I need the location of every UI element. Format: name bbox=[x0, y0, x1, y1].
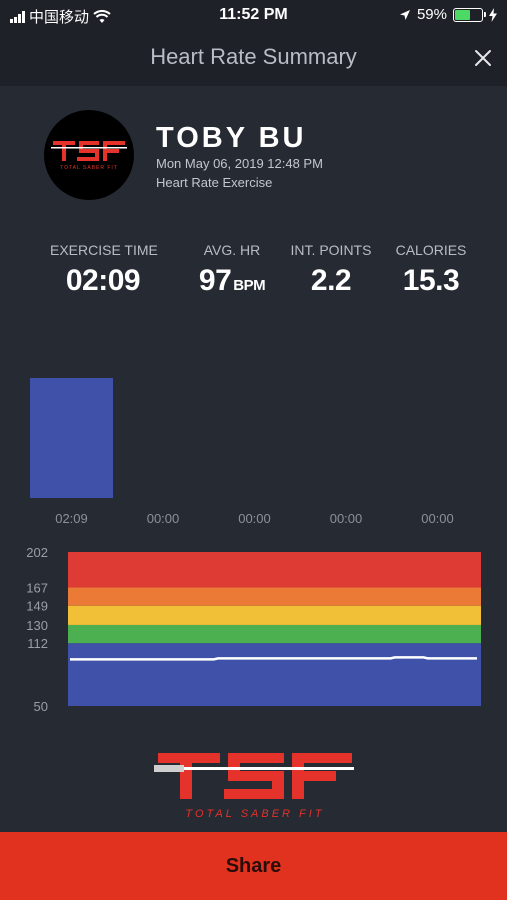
wifi-icon bbox=[93, 9, 111, 23]
signal-icon bbox=[10, 10, 25, 23]
hr-zone-band bbox=[68, 605, 481, 625]
stat-label: CALORIES bbox=[395, 242, 467, 258]
battery-percent: 59% bbox=[416, 6, 447, 23]
carrier-label: 中国移动 bbox=[29, 9, 90, 26]
hr-zone-band bbox=[68, 624, 481, 644]
y-tick-label: 202 bbox=[26, 545, 48, 560]
page-title: Heart Rate Summary bbox=[150, 44, 357, 69]
bar-category-label: 00:00 bbox=[330, 511, 363, 526]
stat-int-points: INT. POINTS 2.2 bbox=[289, 242, 373, 298]
exercise-date: Mon May 06, 2019 12:48 PM bbox=[156, 156, 323, 171]
heart-rate-zone-chart: 202 167 149 130 112 50 bbox=[26, 545, 481, 714]
location-arrow-icon bbox=[399, 9, 410, 20]
avatar: TOTAL SABER FIT bbox=[44, 110, 134, 200]
share-button[interactable]: Share bbox=[0, 832, 507, 900]
stat-label: INT. POINTS bbox=[290, 242, 372, 258]
stat-exercise-time: EXERCISE TIME 02:09 bbox=[50, 242, 158, 298]
close-icon bbox=[475, 50, 491, 66]
svg-text:TOTAL SABER FIT: TOTAL SABER FIT bbox=[185, 808, 324, 820]
stat-value: 15.3 bbox=[402, 264, 460, 297]
stat-unit: BPM bbox=[233, 277, 266, 294]
close-button[interactable] bbox=[469, 44, 497, 72]
header-bar: Heart Rate Summary bbox=[0, 30, 507, 86]
bar-category-label: 00:00 bbox=[238, 511, 271, 526]
status-bar: 中国移动 11:52 PM 59% bbox=[0, 0, 507, 30]
stat-label: EXERCISE TIME bbox=[50, 242, 158, 258]
exercise-time-bar-chart: 02:09 00:00 00:00 00:00 00:00 bbox=[30, 378, 454, 526]
stat-avg-hr: AVG. HR 97 BPM bbox=[190, 242, 274, 298]
y-tick-label: 130 bbox=[26, 618, 48, 633]
status-time: 11:52 PM bbox=[219, 6, 288, 23]
status-left: 中国移动 bbox=[10, 6, 111, 27]
y-tick-label: 112 bbox=[27, 636, 48, 651]
y-tick-label: 167 bbox=[26, 580, 48, 595]
stat-value: 97 BPM bbox=[198, 264, 266, 297]
heart-rate-line bbox=[70, 656, 477, 661]
stat-value: 2.2 bbox=[310, 264, 352, 297]
tsf-logo-icon: TOTAL SABER FIT bbox=[51, 141, 127, 171]
bar-category-label: 00:00 bbox=[421, 511, 454, 526]
user-name: TOBY BU bbox=[156, 122, 307, 154]
bar-category-label: 02:09 bbox=[55, 511, 88, 526]
tsf-footer-logo: TOTAL SABER FIT bbox=[154, 753, 354, 820]
y-tick-label: 50 bbox=[34, 699, 48, 714]
hr-zone-band bbox=[68, 552, 481, 588]
exercise-type: Heart Rate Exercise bbox=[156, 175, 273, 190]
stat-label: AVG. HR bbox=[203, 242, 261, 258]
y-tick-label: 149 bbox=[26, 599, 48, 614]
bar-category-label: 00:00 bbox=[147, 511, 180, 526]
svg-text:TOTAL SABER FIT: TOTAL SABER FIT bbox=[60, 165, 118, 171]
battery-icon bbox=[453, 7, 486, 22]
stat-value: 02:09 bbox=[65, 264, 141, 297]
bar bbox=[30, 378, 113, 498]
hr-zone-band bbox=[68, 643, 481, 706]
charging-bolt-icon bbox=[489, 7, 497, 22]
status-right: 59% bbox=[399, 6, 497, 23]
stat-calories: CALORIES 15.3 bbox=[390, 242, 472, 298]
hr-zone-band bbox=[68, 587, 481, 606]
